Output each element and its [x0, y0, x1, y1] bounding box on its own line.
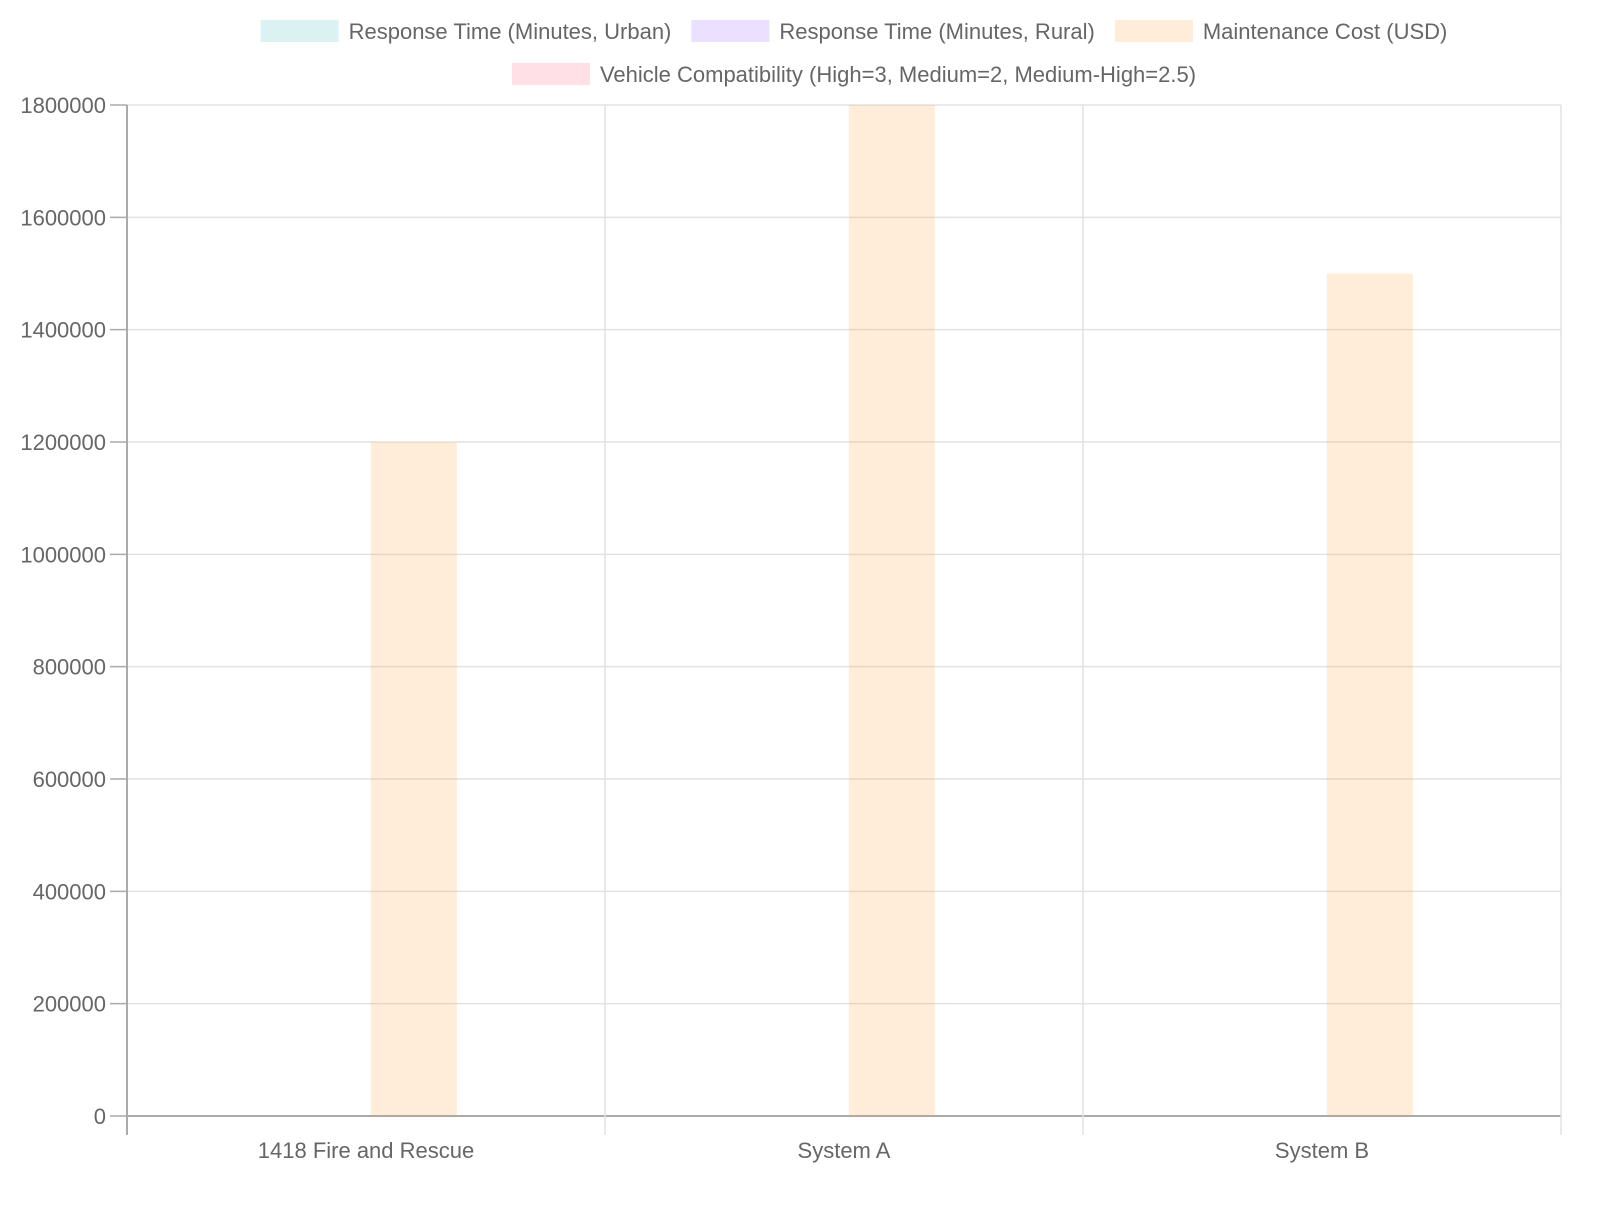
legend-swatch [691, 20, 770, 42]
legend: Response Time (Minutes, Urban) Response T… [260, 19, 1448, 87]
legend-label: Response Time (Minutes, Rural) [779, 19, 1094, 44]
legend-swatch [1114, 20, 1193, 42]
y-tick-label: 200000 [33, 992, 106, 1017]
legend-item[interactable]: Maintenance Cost (USD) [1114, 19, 1448, 44]
bar [1326, 273, 1413, 1116]
legend-item[interactable]: Response Time (Minutes, Urban) [260, 19, 672, 44]
y-tick-label: 1600000 [20, 205, 106, 230]
legend-label: Maintenance Cost (USD) [1203, 19, 1448, 44]
x-tick-label: System B [1275, 1138, 1369, 1163]
legend-label: Vehicle Compatibility (High=3, Medium=2,… [600, 62, 1196, 87]
axes: 0 200000 400000 600000 800000 1000000 1200000 1… [20, 93, 1369, 1163]
x-tick-label: System A [798, 1138, 891, 1163]
y-tick-label: 1800000 [20, 93, 106, 118]
y-tick-label: 600000 [33, 767, 106, 792]
grid [126, 104, 1562, 1135]
legend-item[interactable]: Response Time (Minutes, Rural) [691, 19, 1095, 44]
bar [370, 442, 457, 1116]
legend-label: Response Time (Minutes, Urban) [349, 19, 672, 44]
y-tick-label: 0 [94, 1104, 106, 1129]
y-tick-label: 400000 [33, 879, 106, 904]
legend-swatch [260, 20, 339, 42]
y-tick-label: 1200000 [20, 430, 106, 455]
legend-item[interactable]: Vehicle Compatibility (High=3, Medium=2,… [511, 62, 1196, 87]
bar [848, 105, 935, 1116]
x-tick-label: 1418 Fire and Rescue [258, 1138, 474, 1163]
y-tick-label: 1400000 [20, 318, 106, 343]
bars [370, 105, 1413, 1116]
y-tick-label: 800000 [33, 655, 106, 680]
y-tick-label: 1000000 [20, 542, 106, 567]
legend-swatch [511, 63, 590, 85]
